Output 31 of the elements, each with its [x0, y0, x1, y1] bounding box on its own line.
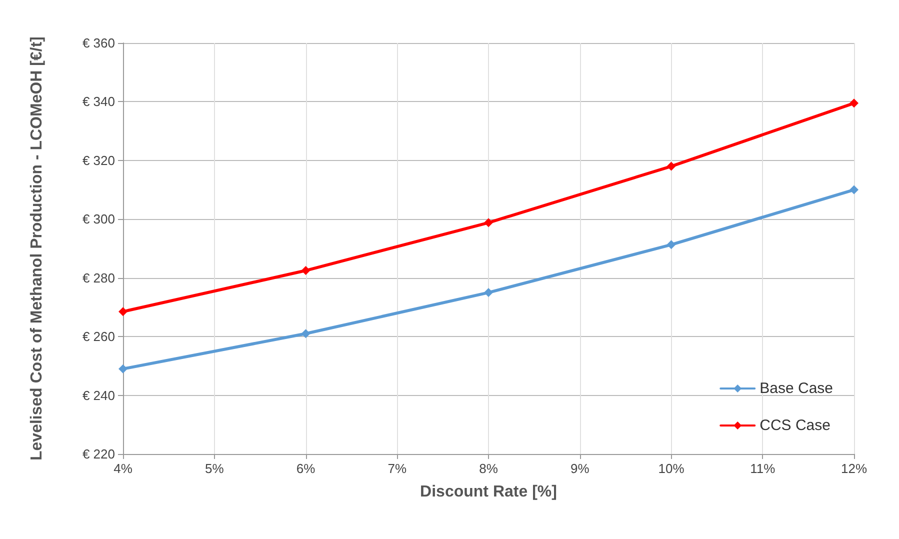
point [118, 307, 128, 316]
y-tick-label: € 340 [82, 94, 115, 110]
x-tick-label: 5% [204, 461, 224, 476]
legend-label: CCS Case [760, 417, 830, 434]
legend-label: Base Case [760, 380, 833, 397]
y-tick-label: € 320 [82, 152, 115, 168]
y-tick-label: € 220 [82, 446, 115, 462]
x-tick-label: 10% [658, 461, 685, 476]
y-tick-label: € 260 [82, 329, 115, 344]
point [118, 364, 128, 374]
y-tick-label: € 240 [82, 388, 115, 403]
x-tick-label: 11% [750, 461, 776, 476]
y-tick-label: € 280 [82, 270, 115, 286]
x-tick-label: 8% [479, 461, 498, 476]
point [666, 162, 676, 171]
y-tick-label: € 300 [82, 212, 115, 227]
point [850, 185, 858, 194]
x-tick-label: 9% [570, 461, 590, 476]
point [850, 98, 858, 108]
y-tick-label: € 360 [82, 36, 115, 50]
y-axis-title: Levelised Cost of Methanol Production - LCOMeOH [€/t] [28, 36, 46, 461]
x-tick-label: 7% [388, 461, 407, 476]
x-tick-label: 4% [114, 461, 133, 476]
x-tick-label: 12% [840, 461, 868, 476]
point [666, 240, 676, 250]
x-tick-label: 6% [296, 461, 316, 476]
point [301, 266, 310, 276]
point [484, 288, 493, 298]
x-axis-title: Discount Rate [%] [420, 484, 557, 500]
point [484, 218, 493, 228]
point [301, 329, 310, 338]
